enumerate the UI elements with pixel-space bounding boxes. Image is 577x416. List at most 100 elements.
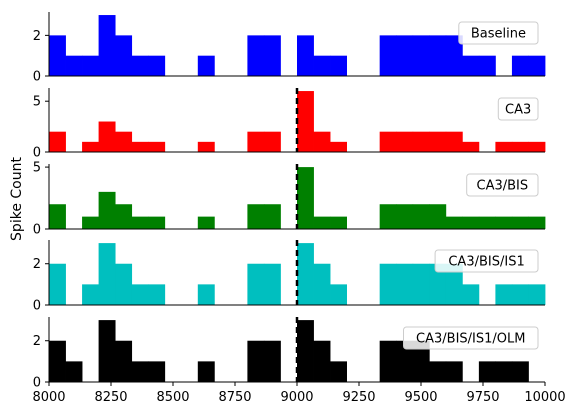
bar (445, 263, 463, 305)
bar (462, 284, 480, 305)
bar (148, 216, 166, 229)
bar (511, 55, 529, 76)
bar (148, 284, 166, 305)
bar (528, 141, 546, 152)
bar (263, 340, 281, 382)
bar (412, 131, 430, 152)
bar (462, 216, 480, 229)
bar (115, 204, 133, 229)
bar (429, 263, 447, 305)
bar (49, 263, 66, 305)
bar (495, 284, 513, 305)
bar (330, 55, 347, 76)
bar (131, 284, 149, 305)
bar (478, 55, 496, 76)
bar (379, 263, 397, 305)
bar (379, 204, 397, 229)
bar (247, 340, 265, 382)
bar (511, 216, 529, 229)
bar (131, 216, 149, 229)
bar (115, 35, 133, 76)
legend-label: Baseline (471, 27, 526, 42)
x-tick-label: 9500 (404, 390, 437, 405)
bar (330, 361, 347, 382)
bar (445, 361, 463, 382)
bar (412, 204, 430, 229)
bar (297, 320, 314, 382)
bar (495, 361, 513, 382)
bar (445, 35, 463, 76)
x-tick-label: 9750 (466, 390, 499, 405)
bar (148, 361, 166, 382)
y-tick-label: 2 (33, 257, 41, 272)
bar (511, 141, 529, 152)
y-tick-label: 0 (33, 376, 41, 391)
bar (82, 284, 99, 305)
bar (495, 141, 513, 152)
bar (65, 361, 83, 382)
bar (429, 35, 447, 76)
bar (131, 361, 149, 382)
bar (115, 131, 133, 152)
bar (49, 340, 66, 382)
bar (263, 35, 281, 76)
bar (429, 361, 447, 382)
bar (379, 131, 397, 152)
x-tick-label: 8750 (218, 390, 251, 405)
bar (429, 131, 447, 152)
bar (115, 263, 133, 305)
panel-1: 0 2 Baseline (33, 12, 546, 85)
bar (396, 263, 414, 305)
bar (297, 243, 314, 305)
bar (445, 216, 463, 229)
bar (462, 141, 480, 152)
bar (49, 204, 66, 229)
bar (131, 55, 149, 76)
x-tick-label: 10000 (524, 390, 565, 405)
x-tick-label: 8000 (32, 390, 65, 405)
bar (478, 216, 496, 229)
bar (412, 340, 430, 382)
bar (98, 191, 116, 229)
y-tick-label: 5 (33, 161, 41, 176)
bar (313, 340, 331, 382)
legend-box (458, 21, 539, 45)
y-tick-label: 2 (33, 334, 41, 349)
x-tick-label: 9000 (280, 390, 313, 405)
bar (247, 204, 265, 229)
panel-2: 0 5 CA3 (33, 88, 546, 161)
x-tick-label: 8500 (156, 390, 189, 405)
bar (495, 216, 513, 229)
bar (462, 55, 480, 76)
bar (148, 55, 166, 76)
bar (297, 35, 314, 76)
bar (82, 141, 99, 152)
bar (412, 35, 430, 76)
bar (98, 121, 116, 152)
bar (330, 284, 347, 305)
bar (49, 35, 66, 76)
y-tick-label: 2 (33, 29, 41, 44)
bar (197, 216, 215, 229)
legend-label: CA3 (505, 103, 531, 118)
bar (297, 91, 314, 152)
bar (313, 216, 331, 229)
legend-box (466, 173, 539, 197)
bar (412, 263, 430, 305)
y-tick-label: 0 (33, 223, 41, 238)
y-tick-label: 0 (33, 146, 41, 161)
x-tick-label: 9250 (342, 390, 375, 405)
bar (197, 141, 215, 152)
bar (528, 55, 546, 76)
x-axis: 8000 8250 8500 8750 9000 9250 9500 9750 10000 (32, 382, 566, 405)
bar (528, 284, 546, 305)
legend-label: CA3/BIS (477, 179, 529, 194)
bar (65, 55, 83, 76)
bar (82, 55, 99, 76)
x-tick-label: 8250 (94, 390, 127, 405)
bar (396, 35, 414, 76)
panel-4: 0 2 CA3/BIS/IS1 (33, 240, 546, 314)
bar (396, 204, 414, 229)
bar (330, 141, 347, 152)
